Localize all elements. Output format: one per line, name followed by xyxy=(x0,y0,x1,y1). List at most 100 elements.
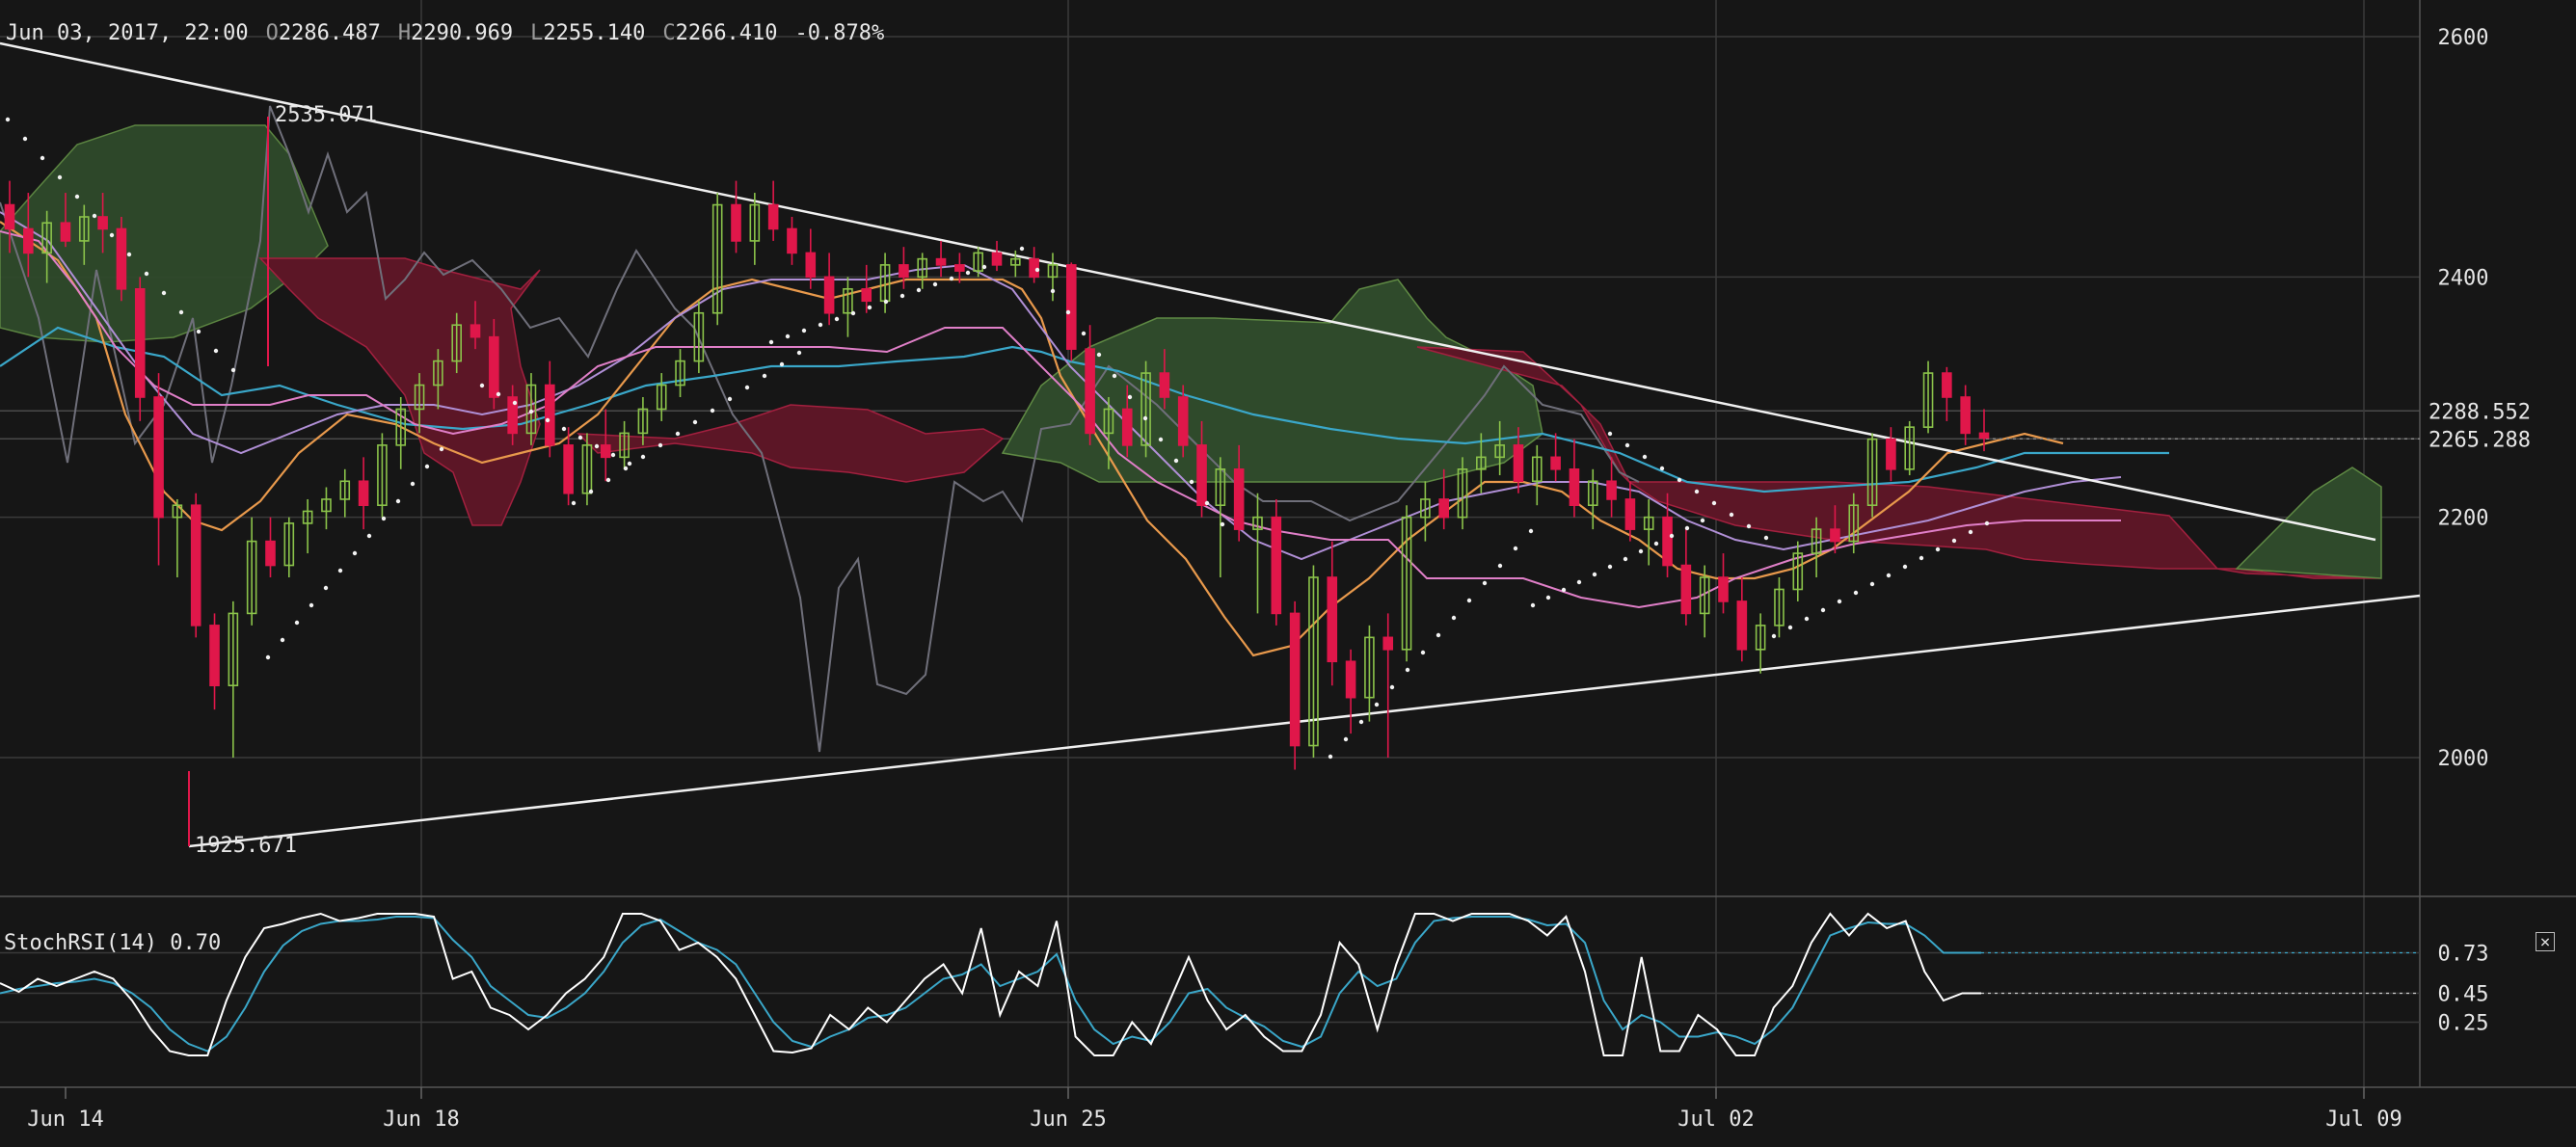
sar-dot xyxy=(1935,547,1941,552)
sar-dot xyxy=(850,310,856,316)
sar-dot xyxy=(479,383,485,388)
candle-body xyxy=(637,408,649,435)
sar-dot xyxy=(545,417,550,423)
candle-body xyxy=(1811,528,1822,554)
candle-body xyxy=(470,324,481,338)
ascending-trendline xyxy=(188,594,2421,848)
candle-body xyxy=(899,264,909,279)
candle-body xyxy=(1866,438,1878,506)
sar-dot xyxy=(818,322,823,328)
price-level-label: 2288.552 xyxy=(2428,400,2531,424)
candle-body xyxy=(1065,264,1077,350)
ohlc-readout: Jun 03, 2017, 22:00 O2286.487 H2290.969 L22… xyxy=(6,21,884,45)
stoch-rsi-name: StochRSI(14) xyxy=(4,931,157,955)
candle-body xyxy=(190,504,201,627)
candle-body xyxy=(1103,408,1114,435)
stoch-tick-label: 0.45 xyxy=(2438,983,2489,1007)
sar-dot xyxy=(1984,520,1990,526)
sar-dot xyxy=(337,568,343,574)
sar-dot xyxy=(1711,500,1717,506)
trend-lines: 2535.071 1925.671 xyxy=(0,41,2421,858)
candle-body xyxy=(787,227,797,254)
price-tick-label: 2000 xyxy=(2438,747,2489,771)
sar-dot xyxy=(1607,564,1613,570)
sar-dot xyxy=(1513,546,1518,551)
sar-dot xyxy=(1746,523,1752,529)
close-icon[interactable]: × xyxy=(2536,932,2555,951)
candle-body xyxy=(1029,257,1039,279)
date-tick-label: Jun 14 xyxy=(27,1107,103,1132)
sar-dot xyxy=(1700,518,1705,523)
sar-dot xyxy=(74,194,80,200)
price-tick-label: 2400 xyxy=(2438,266,2489,290)
stoch-tick-label: 0.25 xyxy=(2438,1012,2489,1036)
sar-dot xyxy=(1642,454,1648,460)
candle-body xyxy=(78,216,90,242)
sar-dot xyxy=(1968,529,1973,535)
sar-dot xyxy=(1669,533,1675,539)
sar-dot xyxy=(1837,599,1842,604)
candle-body xyxy=(581,444,593,494)
candle-body xyxy=(563,444,574,494)
sar-dot xyxy=(1528,528,1534,534)
date-tick-label: Jul 02 xyxy=(1677,1107,1754,1132)
date-tick-label: Jun 25 xyxy=(1030,1107,1106,1132)
sar-dot xyxy=(5,117,11,122)
sar-dot xyxy=(1576,579,1582,585)
candle-body xyxy=(507,396,518,435)
sar-dot xyxy=(883,299,889,305)
ohlc-date: Jun 03, 2017, 22:00 xyxy=(6,21,249,45)
candle-body xyxy=(23,227,34,254)
candle-body xyxy=(1550,456,1561,470)
candle-body xyxy=(1457,467,1468,519)
candle-body xyxy=(656,384,667,411)
sar-dot xyxy=(675,431,681,437)
candle-body xyxy=(1699,576,1710,615)
sar-dot xyxy=(230,367,236,373)
sar-dot xyxy=(1405,667,1410,673)
sar-dot xyxy=(744,385,750,390)
sar-dot xyxy=(1451,615,1457,621)
sar-dot xyxy=(1729,512,1734,518)
sar-dot xyxy=(109,232,115,238)
sar-dot xyxy=(1420,650,1426,655)
change-percent: -0.878% xyxy=(794,21,885,45)
sar-dot xyxy=(1034,267,1040,273)
candle-body xyxy=(228,612,239,687)
parabolic-sar xyxy=(5,117,1990,760)
sar-dot xyxy=(126,252,132,257)
low-value: 2255.140 xyxy=(543,21,646,45)
sar-dot xyxy=(1677,477,1682,483)
candle-body xyxy=(1364,636,1375,699)
sar-dot xyxy=(1919,555,1924,561)
sar-dot xyxy=(1158,437,1164,442)
ema-long-line xyxy=(0,326,2169,493)
candle-body xyxy=(1420,498,1431,519)
sar-dot xyxy=(867,305,872,310)
candle-body xyxy=(1121,408,1133,446)
sar-dot xyxy=(213,348,219,354)
sar-dot xyxy=(1096,352,1102,358)
sar-dot xyxy=(1530,602,1536,608)
sar-dot xyxy=(323,585,329,591)
candle-body xyxy=(843,287,853,314)
candle-body xyxy=(41,222,52,254)
candle-body xyxy=(711,203,723,314)
sar-dot xyxy=(22,136,28,142)
sar-dot xyxy=(1561,587,1567,593)
candle-body xyxy=(1680,564,1692,615)
sar-dot xyxy=(1142,415,1148,421)
candle-body xyxy=(489,335,499,398)
candle-body xyxy=(619,432,630,459)
price-annotation: 1925.671 xyxy=(195,834,297,858)
sar-dot xyxy=(571,500,577,506)
candle-body xyxy=(1271,516,1282,615)
sar-dot xyxy=(779,361,785,367)
candle-body xyxy=(1494,444,1505,459)
sar-dot xyxy=(161,290,167,296)
candle-body xyxy=(433,360,443,387)
sar-dot xyxy=(1902,564,1908,570)
candle-body xyxy=(1978,432,1990,440)
candle-body xyxy=(1382,636,1394,651)
